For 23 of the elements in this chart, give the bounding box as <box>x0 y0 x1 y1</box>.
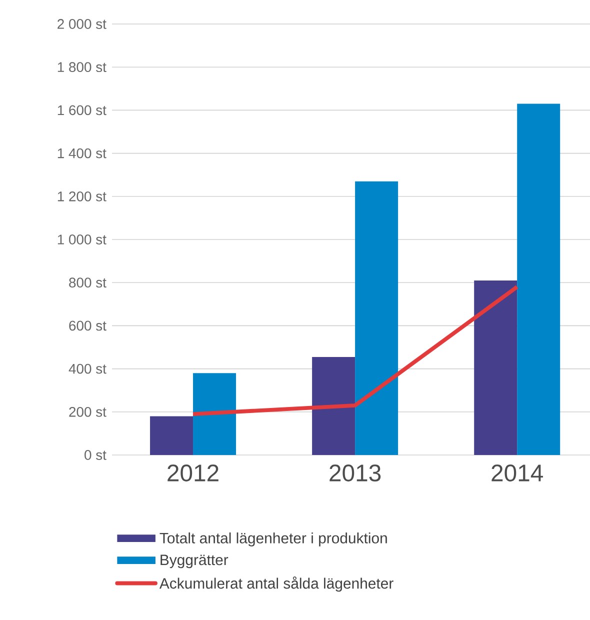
bar <box>150 416 194 455</box>
bar <box>355 181 398 455</box>
y-tick-label: 1 400 st <box>58 148 106 158</box>
x-tick-label: 2014 <box>492 464 543 482</box>
legend-label: Ackumulerat antal sålda lägenheter <box>159 576 394 592</box>
legend-label: Totalt antal lägenheter i produktion <box>160 532 387 546</box>
bar <box>193 373 236 455</box>
y-tick-label: 800 st <box>69 278 106 288</box>
y-tick-label: 2 000 st <box>58 19 106 29</box>
x-tick-label: 2013 <box>330 464 381 482</box>
bar <box>312 356 356 455</box>
y-tick-label: 200 st <box>69 406 106 417</box>
y-tick-label: 1 800 st <box>58 62 106 72</box>
bar <box>474 280 518 455</box>
y-tick-label: 600 st <box>69 320 106 331</box>
x-tick-label: 2012 <box>168 464 218 482</box>
y-tick-label: 1 000 st <box>58 234 106 244</box>
legend-label: Byggrätter <box>160 554 228 568</box>
y-tick-label: 400 st <box>68 364 106 374</box>
y-tick-label: 1 200 st <box>58 191 106 202</box>
bar <box>517 104 560 455</box>
y-tick-label: 1 600 st <box>58 105 106 116</box>
y-tick-label: 0 st <box>84 450 106 460</box>
